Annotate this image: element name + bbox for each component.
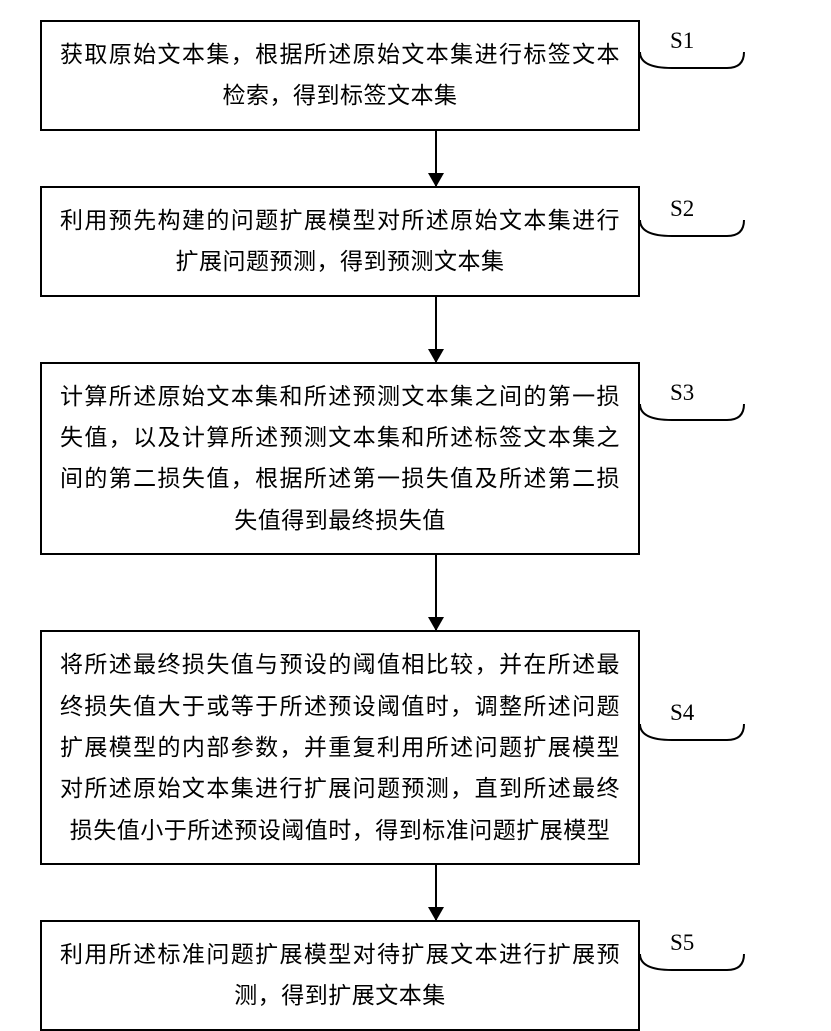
- step-row-1: 获取原始文本集，根据所述原始文本集进行标签文本检索，得到标签文本集 S1: [0, 20, 831, 131]
- arrow-4: [435, 865, 437, 920]
- step-text-3: 计算所述原始文本集和所述预测文本集之间的第一损失值，以及计算所述预测文本集和所述…: [60, 384, 620, 533]
- step-text-1: 获取原始文本集，根据所述原始文本集进行标签文本检索，得到标签文本集: [60, 42, 620, 108]
- arrow-3: [435, 555, 437, 630]
- arrow-1: [435, 131, 437, 186]
- step-box-3: 计算所述原始文本集和所述预测文本集之间的第一损失值，以及计算所述预测文本集和所述…: [40, 362, 640, 556]
- step-label-1: S1: [670, 28, 694, 54]
- curve-2: [632, 218, 752, 248]
- step-label-2: S2: [670, 196, 694, 222]
- step-box-2: 利用预先构建的问题扩展模型对所述原始文本集进行扩展问题预测，得到预测文本集: [40, 186, 640, 297]
- curve-4: [632, 722, 752, 752]
- step-text-4: 将所述最终损失值与预设的阈值相比较，并在所述最终损失值大于或等于所述预设阈值时，…: [60, 652, 620, 843]
- arrow-container-2: [116, 297, 756, 362]
- step-box-4: 将所述最终损失值与预设的阈值相比较，并在所述最终损失值大于或等于所述预设阈值时，…: [40, 630, 640, 865]
- arrow-container-4: [116, 865, 756, 920]
- curve-5: [632, 952, 752, 982]
- arrow-2: [435, 297, 437, 362]
- step-text-5: 利用所述标准问题扩展模型对待扩展文本进行扩展预测，得到扩展文本集: [60, 942, 620, 1008]
- step-row-2: 利用预先构建的问题扩展模型对所述原始文本集进行扩展问题预测，得到预测文本集 S2: [0, 186, 831, 297]
- step-label-4: S4: [670, 700, 694, 726]
- curve-3: [632, 402, 752, 432]
- step-text-2: 利用预先构建的问题扩展模型对所述原始文本集进行扩展问题预测，得到预测文本集: [60, 208, 620, 274]
- step-box-5: 利用所述标准问题扩展模型对待扩展文本进行扩展预测，得到扩展文本集: [40, 920, 640, 1031]
- step-row-5: 利用所述标准问题扩展模型对待扩展文本进行扩展预测，得到扩展文本集 S5: [0, 920, 831, 1031]
- step-label-5: S5: [670, 930, 694, 956]
- flowchart-container: 获取原始文本集，根据所述原始文本集进行标签文本检索，得到标签文本集 S1 利用预先构…: [0, 20, 831, 1031]
- step-row-3: 计算所述原始文本集和所述预测文本集之间的第一损失值，以及计算所述预测文本集和所述…: [0, 362, 831, 556]
- step-box-1: 获取原始文本集，根据所述原始文本集进行标签文本检索，得到标签文本集: [40, 20, 640, 131]
- step-row-4: 将所述最终损失值与预设的阈值相比较，并在所述最终损失值大于或等于所述预设阈值时，…: [0, 630, 831, 865]
- curve-1: [632, 50, 752, 80]
- arrow-container-3: [116, 555, 756, 630]
- arrow-container-1: [116, 131, 756, 186]
- step-label-3: S3: [670, 380, 694, 406]
